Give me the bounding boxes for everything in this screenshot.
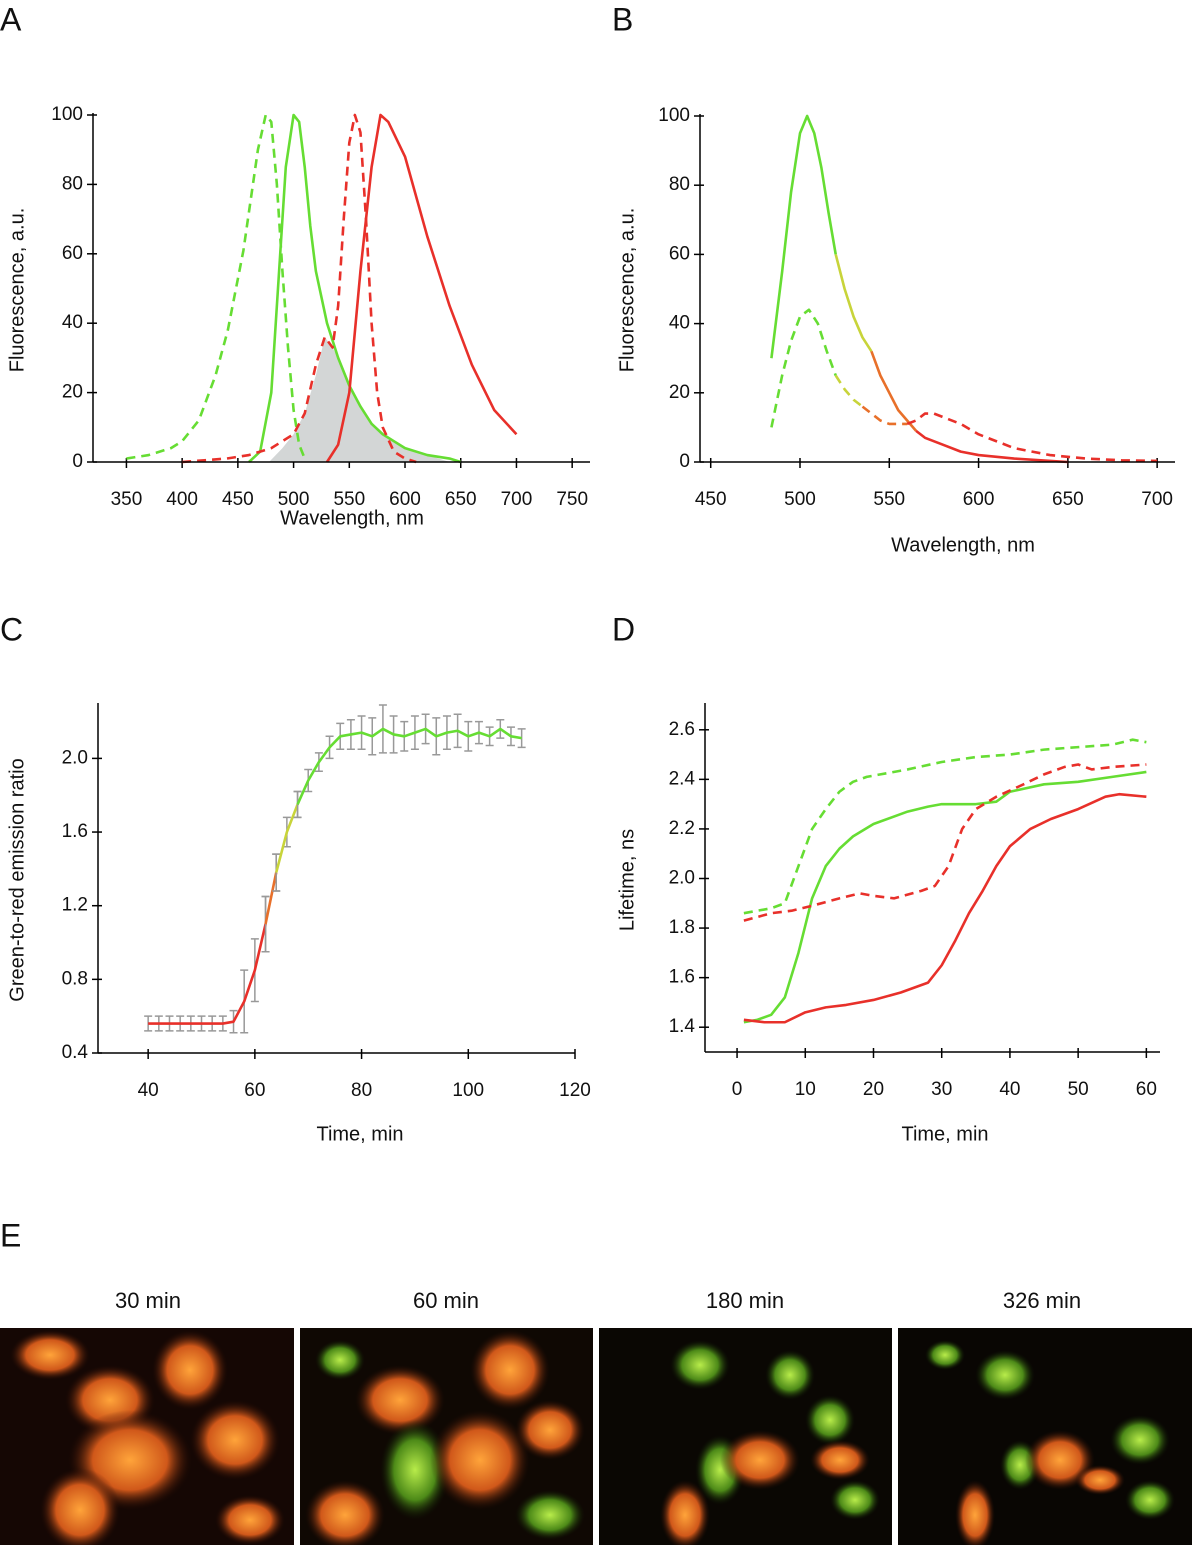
x-tick-label: 0 [732, 1079, 743, 1100]
x-tick-label: 50 [1068, 1079, 1089, 1100]
x-tick-label: 550 [873, 489, 905, 510]
line [264, 872, 278, 925]
x-tick-label: 650 [445, 489, 477, 510]
y-axis-label: Lifetime, ns [616, 829, 638, 931]
y-tick-label: 2.0 [669, 868, 695, 889]
line [861, 405, 908, 426]
line [148, 923, 267, 1025]
line [770, 114, 837, 359]
y-tick-label: 1.2 [62, 895, 88, 916]
micrograph [300, 1328, 593, 1545]
line [915, 429, 1068, 464]
x-tick-label: 60 [1136, 1079, 1157, 1100]
y-tick-label: 20 [669, 382, 690, 403]
panel-letter: D [612, 611, 635, 647]
line [325, 113, 518, 463]
line [834, 254, 873, 352]
y-tick-label: 0 [679, 451, 690, 472]
y-tick-label: 0 [72, 451, 83, 472]
x-tick-label: 80 [351, 1080, 372, 1101]
y-tick-label: 1.6 [669, 967, 695, 988]
y-axis-label: Green-to-red emission ratio [6, 758, 28, 1001]
y-tick-label: 1.6 [62, 821, 88, 842]
x-tick-label: 40 [138, 1080, 159, 1101]
line [743, 763, 1147, 922]
frame-title: 60 min [413, 1288, 479, 1313]
y-tick-label: 40 [669, 313, 690, 334]
panel-letter: C [0, 611, 23, 647]
x-tick-label: 600 [963, 489, 995, 510]
y-tick-label: 2.6 [669, 719, 695, 740]
x-tick-label: 10 [795, 1079, 816, 1100]
y-tick-label: 0.8 [62, 968, 88, 989]
micrograph [599, 1328, 892, 1545]
panel-letter: B [612, 1, 633, 37]
line [834, 374, 864, 408]
y-tick-label: 100 [51, 104, 83, 125]
y-tick-label: 80 [669, 174, 690, 195]
y-tick-label: 100 [658, 105, 690, 126]
error-bar [144, 1015, 153, 1032]
x-axis-label: Time, min [316, 1123, 403, 1145]
x-tick-label: 450 [222, 489, 254, 510]
line [248, 113, 462, 464]
y-tick-label: 1.4 [669, 1016, 696, 1037]
frame-title: 180 min [706, 1288, 784, 1313]
line [182, 113, 417, 464]
line [743, 738, 1147, 915]
line [770, 308, 837, 428]
x-axis-label: Time, min [901, 1123, 988, 1145]
x-tick-label: 40 [999, 1079, 1020, 1100]
y-tick-label: 2.4 [669, 768, 696, 789]
panel-letter: A [0, 1, 22, 37]
panel-letter: E [0, 1217, 21, 1253]
y-tick-label: 60 [62, 243, 83, 264]
x-tick-label: 700 [1141, 489, 1173, 510]
y-tick-label: 2.2 [669, 818, 695, 839]
x-tick-label: 500 [784, 489, 816, 510]
y-tick-label: 80 [62, 173, 83, 194]
x-tick-label: 120 [559, 1080, 591, 1101]
overlap-area [269, 337, 450, 462]
x-axis-label: Wavelength, nm [280, 507, 424, 529]
x-tick-label: 550 [333, 489, 365, 510]
micrograph [0, 1328, 294, 1545]
line [743, 792, 1147, 1024]
line [743, 770, 1147, 1024]
x-tick-label: 20 [863, 1079, 884, 1100]
y-tick-label: 20 [62, 382, 83, 403]
x-tick-label: 500 [278, 489, 310, 510]
x-tick-label: 750 [556, 489, 588, 510]
y-tick-label: 2.0 [62, 747, 88, 768]
x-tick-label: 450 [695, 489, 727, 510]
x-tick-label: 350 [111, 489, 143, 510]
x-axis-label: Wavelength, nm [891, 534, 1035, 556]
micrograph [898, 1328, 1192, 1545]
x-tick-label: 60 [244, 1080, 265, 1101]
x-tick-label: 100 [452, 1080, 484, 1101]
line [126, 113, 306, 460]
line [296, 727, 522, 805]
x-tick-label: 700 [501, 489, 533, 510]
y-axis-label: Fluorescence, a.u. [6, 208, 28, 373]
y-tick-label: 40 [62, 312, 83, 333]
x-tick-label: 600 [389, 489, 421, 510]
y-tick-label: 0.4 [62, 1042, 89, 1063]
y-tick-label: 1.8 [669, 917, 695, 938]
line [274, 803, 299, 873]
frame-title: 30 min [115, 1288, 181, 1313]
x-tick-label: 400 [166, 489, 198, 510]
x-tick-label: 30 [931, 1079, 952, 1100]
y-axis-label: Fluorescence, a.u. [616, 208, 638, 373]
x-tick-label: 650 [1052, 489, 1084, 510]
y-tick-label: 60 [669, 243, 690, 264]
frame-title: 326 min [1003, 1288, 1081, 1313]
error-bar [293, 790, 302, 819]
line [906, 412, 1158, 463]
